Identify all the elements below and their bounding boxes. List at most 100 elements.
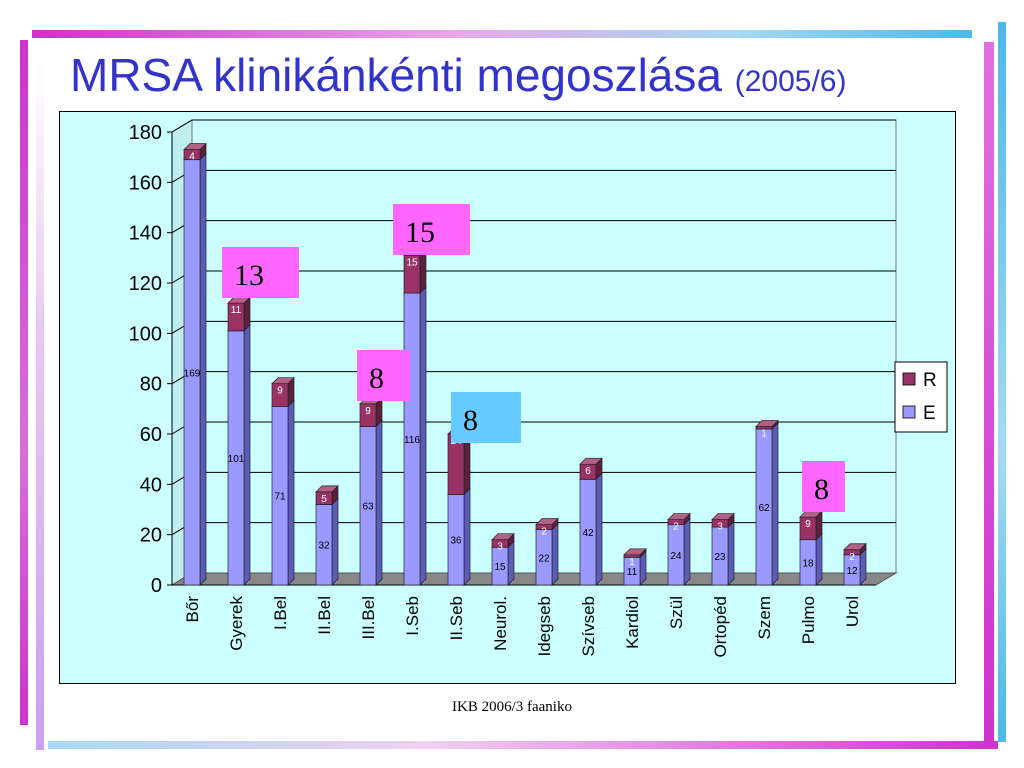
bar-R-top [711,513,735,520]
callout-box [222,247,299,298]
y-tick-label: 20 [140,525,162,547]
slide-title: MRSA klinikánkénti megoszlása (2005/6) [70,48,846,102]
bar-E-side [287,399,295,586]
data-label-R: 9 [277,386,283,397]
bar-R-top [491,533,515,541]
data-label-E: 42 [582,528,594,539]
data-label-R: 9 [365,406,371,417]
data-label-R: 9 [805,519,811,530]
data-label-R: 3 [497,542,503,553]
callout-text: 13 [234,259,264,292]
data-label-R: 1 [629,557,635,568]
x-tick-label: Gyerek [227,596,246,651]
data-label-R: 6 [585,466,591,477]
bar-E-side [243,323,251,586]
decor-left-stripe [20,40,28,725]
bar-E-side [419,286,427,586]
bar-R-side [419,248,427,294]
legend-box [894,361,948,433]
data-label-R: 1 [761,428,767,439]
bar-E-side [331,497,339,586]
data-label-R: 11 [231,305,242,316]
slide-title-subtitle: (2005/6) [734,65,847,98]
y-tick-label: 40 [140,474,162,496]
x-tick-label: I.Bel [271,596,290,630]
bar-E-side [595,472,603,586]
data-label-R: 4 [189,152,195,163]
bar-R-top [843,543,867,551]
chart-back-wall [191,119,897,574]
x-tick-label: Szívseb [579,596,598,656]
data-label-R: 2 [673,522,679,533]
bar-E-side [199,152,207,586]
x-tick-label: Neurol. [491,596,510,651]
data-label-E: 62 [758,503,770,514]
legend-swatch-R [902,372,916,386]
data-label-E: 11 [627,567,638,578]
data-label-E: 23 [714,552,726,563]
callout-text: 8 [369,362,384,395]
data-label-R: 5 [321,494,327,505]
bar-E-side [551,522,559,586]
decor-bottom-stripe [48,741,998,749]
x-tick-label: Szül [667,596,686,629]
callout-box [802,461,845,512]
data-label-R: 2 [541,527,547,538]
data-label-E: 116 [404,435,420,446]
data-label-E: 101 [228,454,245,465]
data-label-R: 15 [406,257,418,268]
x-tick-label: Bőr [183,596,202,623]
data-label-E: 18 [802,558,814,569]
bar-R-top [579,457,603,465]
decor-left-stripe-2 [36,60,44,750]
data-label-E: 22 [538,553,550,564]
legend-label-R: R [923,370,937,391]
x-tick-label: II.Bel [315,596,334,635]
callout-text: 8 [463,404,478,437]
data-label-E: 32 [318,541,330,552]
data-label-R: 3 [717,522,723,533]
callout-box [357,350,410,401]
y-tick-label: 180 [129,122,162,144]
callout-box [451,392,521,443]
callout-text: 8 [814,473,829,506]
data-label-E: 63 [362,502,374,513]
data-label-E: 169 [184,368,201,379]
y-tick-label: 100 [129,323,162,345]
bar-E-side [771,422,779,586]
legend-swatch-E [902,405,916,419]
data-label-E: 36 [450,536,462,547]
bar-E-side [375,419,383,586]
callout-box [393,204,470,255]
gridline [171,119,896,133]
legend-label-E: E [923,403,936,424]
bar-R-top [315,485,339,493]
bar-R-top [535,518,559,525]
x-tick-label: Ortopéd [711,596,730,657]
x-tick-label: I.Seb [403,596,422,636]
bar-E-side [463,487,471,586]
decor-right-stripe-2 [998,22,1006,742]
y-tick-label: 0 [151,575,162,597]
data-label-E: 71 [274,492,286,503]
bar-E-side [507,540,515,586]
data-label-R: 2 [849,552,855,563]
slide-title-main: MRSA klinikánkénti megoszlása [70,49,722,101]
x-tick-label: III.Bel [359,596,378,639]
y-tick-label: 120 [129,273,162,295]
x-tick-label: Szem [755,596,774,639]
x-tick-label: Kardiol [623,596,642,649]
y-tick-label: 80 [140,374,162,396]
decor-top-stripe [32,30,972,38]
data-label-E: 15 [494,562,506,573]
decor-right-stripe [984,42,994,742]
bar-R-top [271,377,295,385]
y-tick-label: 160 [129,172,162,194]
bar-E-side [815,532,823,586]
slide-footer: IKB 2006/3 faaniko [452,699,572,715]
bar-R-top [623,548,647,556]
bar-R-top [183,143,207,150]
data-label-E: 24 [670,551,682,562]
x-tick-label: Idegseb [535,596,554,657]
callout-text: 15 [405,216,435,249]
